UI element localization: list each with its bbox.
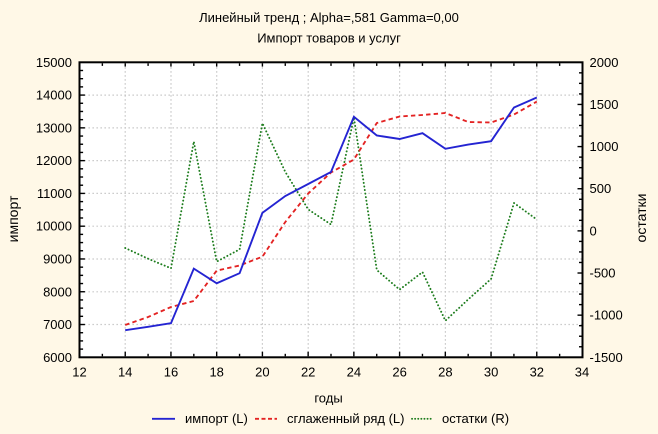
svg-text:32: 32 (530, 365, 544, 380)
svg-text:12: 12 (72, 365, 86, 380)
svg-text:28: 28 (438, 365, 452, 380)
svg-text:15000: 15000 (36, 55, 72, 70)
svg-text:26: 26 (392, 365, 406, 380)
svg-text:годы: годы (314, 391, 342, 406)
svg-text:импорт: импорт (5, 195, 21, 242)
svg-text:остатки: остатки (633, 194, 649, 243)
svg-text:1000: 1000 (590, 139, 619, 154)
svg-text:12000: 12000 (36, 153, 72, 168)
svg-text:500: 500 (590, 181, 612, 196)
svg-text:7000: 7000 (43, 317, 72, 332)
svg-text:-1000: -1000 (590, 308, 623, 323)
svg-text:22: 22 (301, 365, 315, 380)
svg-text:Линейный тренд ; Alpha=,581 Ga: Линейный тренд ; Alpha=,581 Gamma=0,00 (199, 10, 459, 25)
svg-text:остатки (R): остатки (R) (442, 411, 509, 426)
svg-text:16: 16 (164, 365, 178, 380)
svg-text:импорт (L): импорт (L) (185, 411, 248, 426)
svg-text:18: 18 (209, 365, 223, 380)
svg-text:9000: 9000 (43, 252, 72, 267)
svg-text:14: 14 (118, 365, 132, 380)
svg-text:10000: 10000 (36, 219, 72, 234)
svg-text:-500: -500 (590, 266, 616, 281)
svg-text:13000: 13000 (36, 120, 72, 135)
svg-text:34: 34 (575, 365, 589, 380)
svg-text:14000: 14000 (36, 88, 72, 103)
svg-text:1500: 1500 (590, 97, 619, 112)
svg-text:8000: 8000 (43, 284, 72, 299)
svg-text:24: 24 (347, 365, 361, 380)
svg-text:сглаженный ряд (L): сглаженный ряд (L) (287, 411, 404, 426)
svg-text:30: 30 (484, 365, 498, 380)
svg-text:20: 20 (255, 365, 269, 380)
svg-text:11000: 11000 (37, 186, 72, 201)
svg-text:-1500: -1500 (590, 350, 623, 365)
svg-text:6000: 6000 (43, 350, 72, 365)
svg-text:2000: 2000 (590, 55, 619, 70)
svg-text:0: 0 (590, 223, 597, 238)
svg-text:Импорт товаров и услуг: Импорт товаров и услуг (257, 31, 401, 46)
